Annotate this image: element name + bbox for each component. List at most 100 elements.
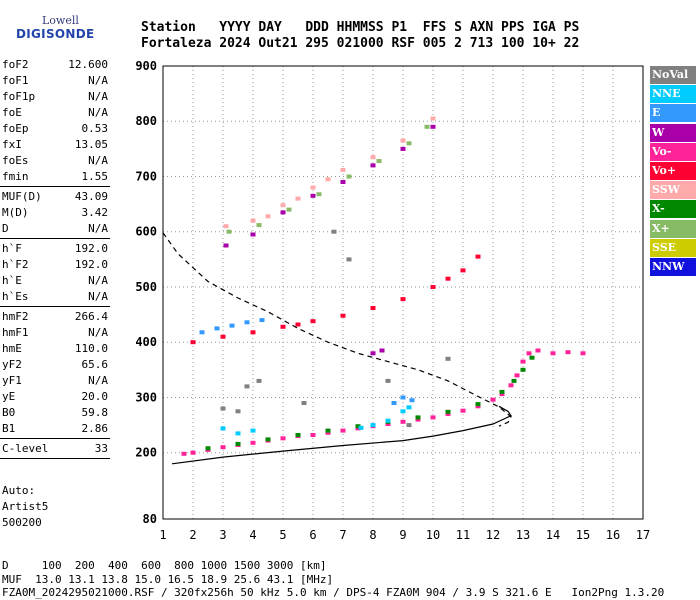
y-tick-label: 400 (135, 335, 157, 349)
param-value: 3.42 (81, 206, 109, 219)
param-value: N/A (88, 222, 108, 235)
series-x- (226, 124, 430, 234)
param-value: N/A (88, 154, 108, 167)
data-point (430, 415, 436, 420)
y-tick-label: 80 (143, 512, 157, 526)
data-point (355, 424, 361, 429)
logo-line1: Lowell (42, 14, 79, 27)
param-row: hmF2 266.4 (0, 308, 112, 324)
series-e (199, 318, 415, 405)
data-point (460, 408, 466, 413)
param-value: 13.05 (74, 138, 108, 151)
param-row: MUF(D) 43.09 (0, 188, 112, 204)
data-point (244, 320, 250, 325)
data-point (205, 446, 211, 451)
param-name: D (2, 222, 9, 235)
y-tick-label: 300 (135, 390, 157, 404)
param-row: yF1 N/A (0, 372, 112, 388)
data-point (400, 419, 406, 424)
profile-dashed-line (162, 232, 512, 427)
param-divider (0, 306, 110, 307)
x-tick-label: 14 (546, 528, 560, 542)
param-row: C-level 33 (0, 440, 112, 456)
x-tick-label: 6 (309, 528, 316, 542)
y-tick-label: 600 (135, 225, 157, 239)
data-point (490, 397, 496, 402)
data-point (280, 210, 286, 215)
param-row: D N/A (0, 220, 112, 236)
y-tick-label: 900 (135, 59, 157, 73)
data-point (223, 224, 229, 229)
param-divider (0, 438, 110, 439)
data-point (286, 207, 292, 212)
x-tick-label: 9 (399, 528, 406, 542)
data-point (415, 415, 421, 420)
data-point (475, 402, 481, 407)
data-point (520, 359, 526, 364)
x-tick-label: 7 (339, 528, 346, 542)
param-value: 2.86 (81, 422, 109, 435)
series-noval (220, 229, 451, 428)
data-point (385, 422, 391, 426)
param-divider (0, 458, 110, 459)
data-point (301, 401, 307, 405)
data-point (229, 323, 235, 328)
param-row: foF2 12.600 (0, 56, 112, 72)
data-point (445, 356, 451, 361)
data-point (244, 384, 250, 389)
data-point (325, 428, 331, 433)
data-point (526, 351, 532, 356)
y-tick-label: 500 (135, 280, 157, 294)
data-point (400, 146, 406, 151)
param-name: foF2 (2, 58, 29, 71)
param-name: h`F (2, 242, 22, 255)
data-point (475, 404, 481, 409)
data-point (406, 141, 412, 146)
plot-frame (162, 65, 644, 520)
data-point (370, 306, 376, 310)
data-point (265, 437, 271, 442)
data-point (340, 180, 346, 184)
data-point (190, 450, 196, 455)
data-point (376, 159, 382, 163)
footer-file-info: FZA0M_2024295021000.RSF / 320fx256h 50 k… (2, 586, 665, 599)
data-point (199, 330, 205, 335)
data-point (256, 378, 262, 383)
legend-item: Vo+ (650, 161, 696, 180)
param-row: foF1 N/A (0, 72, 112, 88)
data-point (214, 326, 220, 331)
data-point (379, 348, 385, 353)
x-tick-label: 2 (189, 528, 196, 542)
digisonde-logo: Lowell DIGISONDE (4, 6, 94, 41)
data-point (535, 348, 541, 353)
data-point (223, 243, 229, 248)
data-point (316, 192, 322, 197)
data-point (295, 433, 301, 437)
data-point (415, 417, 421, 422)
param-row: M(D) 3.42 (0, 204, 112, 220)
data-point (325, 430, 331, 435)
param-name: foEp (2, 122, 29, 135)
param-name: yE (2, 390, 16, 403)
legend-item: X- (650, 200, 696, 219)
data-point (310, 319, 316, 324)
data-point (499, 392, 505, 397)
data-point (280, 203, 286, 208)
data-point (355, 426, 361, 431)
param-name: h`E (2, 274, 22, 287)
series-vo- (190, 254, 481, 345)
param-value: N/A (88, 290, 108, 303)
data-point (406, 423, 412, 428)
param-divider (0, 186, 110, 187)
param-name: h`Es (2, 290, 29, 303)
x-tick-label: 12 (486, 528, 500, 542)
param-row: h`E N/A (0, 272, 112, 288)
param-name: foF1 (2, 74, 29, 87)
data-point (340, 313, 346, 318)
param-name: hmF2 (2, 310, 29, 323)
param-row: fxI 13.05 (0, 136, 112, 152)
param-row: foEp 0.53 (0, 120, 112, 136)
data-point (310, 185, 316, 190)
data-point (340, 167, 346, 172)
data-point (250, 428, 256, 433)
